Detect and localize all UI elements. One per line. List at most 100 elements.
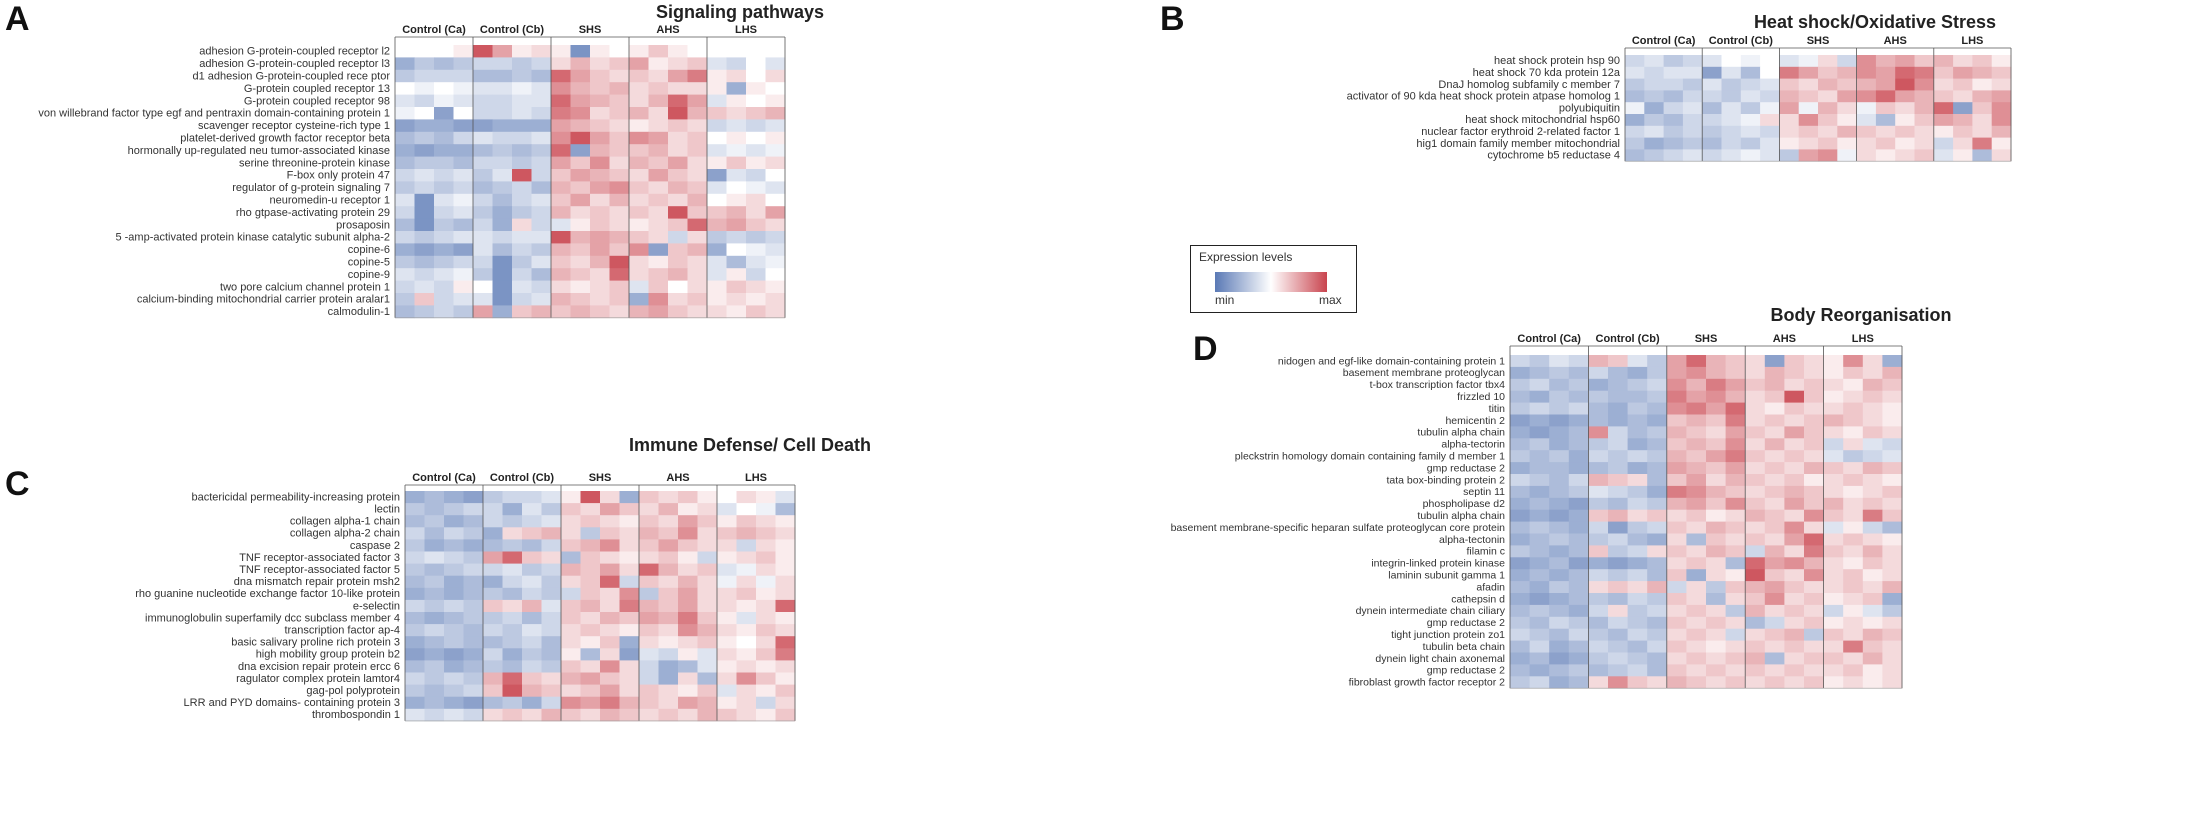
heatmap-cell-a-r13-c17 [726,206,747,219]
heatmap-cell-b-r1-c4 [1702,66,1722,79]
heatmap-cell-d-r14-c2 [1549,521,1570,534]
heatmap-cell-b-r4-c16 [1933,102,1954,115]
heatmap-cell-c-r7-c19 [775,575,796,589]
heatmap-cell-c-r7-c10 [600,575,620,589]
heatmap-cell-c-r6-c2 [444,563,464,577]
heatmap-cell-a-r4-c6 [512,94,532,108]
row-label-calcium-binding-mitochondrial-carrier-protein-aralar1: calcium-binding mitochondrial carrier pr… [137,294,390,306]
heatmap-cell-d-r7-c0 [1510,438,1530,451]
heatmap-cell-c-r7-c14 [678,575,698,589]
heatmap-cell-c-r15-c0 [405,672,425,685]
heatmap-cell-d-r15-c4 [1588,533,1609,546]
heatmap-cell-d-r4-c15 [1804,402,1824,415]
heatmap-cell-a-r0-c10 [590,45,610,58]
heatmap-cell-d-r25-c7 [1647,652,1668,665]
heatmap-cell-c-r12-c10 [600,636,620,649]
heatmap-cell-b-r3-c6 [1740,90,1761,103]
heatmap-cell-d-r6-c14 [1784,426,1805,439]
heatmap-cell-c-r9-c17 [736,599,757,613]
heatmap-cell-d-r19-c17 [1843,581,1864,594]
heatmap-cell-a-r21-c11 [609,305,630,319]
heatmap-cell-c-r13-c8 [561,648,581,661]
heatmap-cell-c-r0-c18 [756,491,776,504]
heatmap-cell-a-r13-c7 [531,206,552,219]
heatmap-cell-c-r17-c3 [463,696,484,710]
heatmap-cell-a-r20-c6 [512,293,532,306]
heatmap-cell-d-r22-c17 [1843,616,1864,630]
heatmap-cell-a-r3-c10 [590,82,610,95]
heatmap-cell-d-r14-c16 [1823,521,1844,534]
heatmap-cell-a-r8-c2 [434,144,454,157]
heatmap-cell-a-r20-c13 [648,293,669,306]
heatmap-cell-a-r2-c9 [570,69,591,83]
heatmap-cell-d-r7-c2 [1549,438,1570,451]
heatmap-cell-a-r2-c13 [648,69,669,83]
heatmap-cell-d-r23-c17 [1843,628,1864,641]
heatmap-cell-c-r7-c16 [717,575,737,589]
heatmap-cell-a-r9-c12 [629,156,649,170]
heatmap-cell-d-r17-c14 [1784,557,1805,570]
heatmap-cell-d-r11-c17 [1843,485,1864,499]
heatmap-cell-a-r4-c9 [570,94,591,108]
heatmap-cell-c-r17-c7 [541,696,562,710]
heatmap-cell-d-r20-c4 [1588,593,1609,606]
heatmap-cell-d-r22-c6 [1627,616,1648,630]
legend-title: Expression levels [1199,250,1293,264]
heatmap-cell-d-r27-c6 [1627,676,1648,689]
heatmap-cell-d-r7-c7 [1647,438,1668,451]
heatmap-cell-d-r14-c15 [1804,521,1824,534]
heatmap-cell-c-r12-c0 [405,636,425,649]
heatmap-cell-b-r8-c9 [1798,149,1819,162]
heatmap-cell-c-r4-c19 [775,539,796,552]
heatmap-cell-a-r6-c0 [395,119,415,133]
heatmap-cell-c-r11-c11 [619,624,640,637]
heatmap-cell-c-r7-c3 [463,575,484,589]
heatmap-cell-d-r14-c17 [1843,521,1864,534]
heatmap-cell-c-r5-c6 [522,551,542,564]
row-label-tnf-receptor-associated-factor-3: TNF receptor-associated factor 3 [239,552,400,564]
heatmap-cell-d-r17-c6 [1627,557,1648,570]
heatmap-cell-d-r16-c11 [1725,545,1746,558]
heatmap-cell-a-r3-c12 [629,82,649,95]
heatmap-cell-d-r9-c9 [1686,462,1707,475]
heatmap-cell-c-r10-c4 [483,612,503,625]
row-label-von-willebrand-factor-type-egf-and-pentraxin-domain-containing-protein-1: von willebrand factor type egf and pentr… [38,108,390,120]
heatmap-cell-d-r5-c12 [1745,414,1766,427]
heatmap-cell-d-r1-c19 [1882,366,1903,380]
heatmap-cell-c-r13-c6 [522,648,542,661]
heatmap-cell-a-r11-c8 [551,181,571,195]
heatmap-cell-d-r13-c10 [1706,509,1726,522]
heatmap-cell-d-r15-c7 [1647,533,1668,546]
heatmap-cell-a-r20-c10 [590,293,610,306]
heatmap-cell-c-r5-c15 [697,551,718,564]
heatmap-cell-c-r3-c16 [717,527,737,540]
heatmap-cell-c-r5-c13 [658,551,679,564]
heatmap-cell-c-r14-c18 [756,660,776,673]
heatmap-cell-a-r6-c8 [551,119,571,133]
heatmap-cell-a-r0-c0 [395,45,415,58]
heatmap-cell-a-r4-c13 [648,94,669,108]
heatmap-cell-d-r4-c7 [1647,402,1668,415]
heatmap-cell-a-r17-c13 [648,255,669,269]
heatmap-cell-b-r8-c18 [1972,149,1993,162]
heatmap-cell-a-r5-c1 [414,107,435,120]
heatmap-cell-d-r16-c5 [1608,545,1628,558]
heatmap-cell-a-r19-c15 [687,280,708,294]
heatmap-cell-d-r16-c7 [1647,545,1668,558]
heatmap-cell-d-r8-c18 [1862,450,1883,463]
heatmap-cell-c-r15-c8 [561,672,581,685]
heatmap-cell-b-r6-c15 [1914,125,1935,138]
heatmap-cell-c-r2-c4 [483,515,503,528]
heatmap-cell-c-r10-c1 [424,612,445,625]
heatmap-cell-a-r8-c3 [453,144,474,157]
heatmap-cell-d-r21-c5 [1608,604,1628,618]
heatmap-cell-d-r19-c15 [1804,581,1824,594]
heatmap-cell-b-r1-c19 [1991,66,2012,79]
heatmap-cell-a-r14-c16 [707,218,727,232]
heatmap-cell-b-r5-c8 [1779,114,1800,127]
heatmap-cell-a-r9-c18 [746,156,766,170]
heatmap-cell-b-r4-c9 [1798,102,1819,115]
heatmap-cell-a-r10-c10 [590,169,610,182]
heatmap-cell-c-r8-c10 [600,587,620,601]
heatmap-cell-c-r15-c17 [736,672,757,685]
